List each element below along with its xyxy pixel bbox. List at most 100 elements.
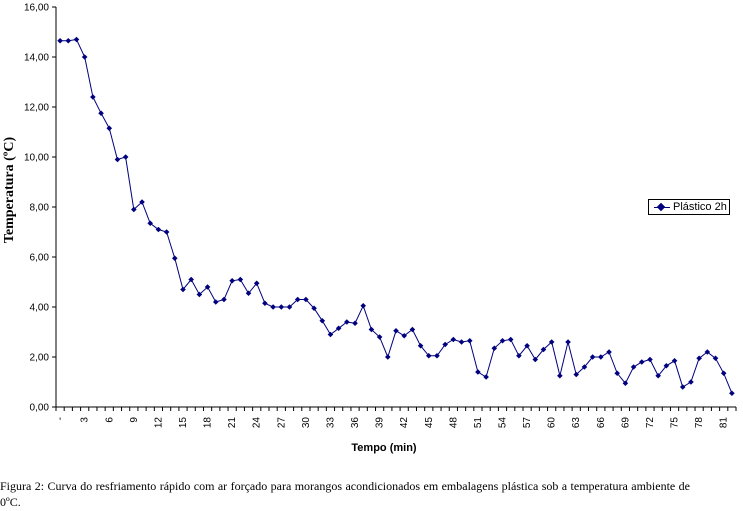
data-point — [122, 154, 129, 160]
y-tick-label: 16,00 — [24, 3, 49, 14]
data-point — [507, 336, 514, 343]
data-point — [704, 349, 711, 355]
data-point — [376, 334, 383, 340]
data-point — [147, 220, 154, 227]
data-point — [589, 354, 596, 360]
figure-caption: Figura 2: Curva do resfriamento rápido c… — [0, 479, 690, 509]
data-point — [671, 357, 678, 364]
data-point — [638, 359, 645, 365]
data-point — [729, 390, 735, 397]
data-point — [90, 94, 96, 100]
y-tick-label: 10,00 — [24, 153, 49, 164]
chart-axes — [55, 7, 736, 408]
data-point — [524, 342, 530, 349]
x-tick-label: 42 — [399, 417, 410, 429]
data-point — [679, 384, 686, 390]
data-point — [212, 299, 219, 305]
x-tick-label: 48 — [448, 417, 459, 429]
data-point — [253, 280, 260, 287]
data-point — [598, 354, 604, 360]
data-point — [73, 36, 80, 43]
x-tick-label: - — [55, 417, 66, 420]
data-point — [630, 364, 637, 370]
x-tick-label: 66 — [596, 417, 607, 429]
x-tick-label: 39 — [375, 417, 386, 429]
data-point — [155, 226, 162, 233]
data-point — [434, 352, 440, 359]
legend-label: Plástico 2h — [673, 201, 727, 213]
data-point — [491, 345, 498, 352]
data-point — [114, 156, 121, 163]
y-tick-label: 2,00 — [30, 353, 50, 364]
data-point — [229, 277, 235, 284]
data-point — [294, 296, 301, 303]
y-axis-label: Temperatura (ºC) — [2, 136, 17, 243]
data-point — [303, 296, 309, 303]
x-tick-label: 81 — [719, 417, 730, 429]
data-point — [311, 305, 317, 312]
data-point — [442, 341, 448, 348]
data-point — [327, 331, 334, 338]
data-point — [270, 304, 276, 310]
x-axis-ticks: -3 6 9 12 15 18 21 24 27 30 33 36 39 42 45 48 51 54 57 60 63… — [55, 407, 737, 429]
data-point — [131, 206, 137, 213]
x-tick-label: 78 — [694, 417, 705, 429]
data-point — [352, 320, 358, 327]
data-point — [237, 276, 244, 283]
y-axis-ticks: 0,00 2,00 4,00 6,00 8,00 10,00 12,00 14,00 16,00 — [24, 3, 56, 414]
y-tick-label: 8,00 — [30, 203, 50, 214]
x-tick-label: 33 — [325, 417, 336, 429]
x-tick-label: 45 — [424, 417, 435, 429]
x-tick-label: 3 — [80, 417, 91, 423]
data-point — [606, 349, 612, 355]
x-tick-label: 18 — [203, 417, 214, 429]
y-tick-label: 14,00 — [24, 53, 49, 64]
data-point — [720, 370, 727, 377]
x-tick-label: 36 — [350, 417, 361, 429]
data-point — [540, 346, 547, 353]
x-tick-label: 9 — [129, 417, 140, 423]
y-tick-label: 4,00 — [30, 303, 50, 314]
data-point — [417, 342, 424, 349]
data-point — [196, 291, 203, 298]
data-point — [65, 37, 72, 44]
data-point — [425, 352, 432, 359]
data-point — [245, 290, 252, 297]
data-point — [450, 336, 457, 343]
x-tick-label: 54 — [498, 417, 509, 429]
data-point — [565, 339, 571, 345]
x-tick-label: 27 — [276, 417, 287, 429]
data-point — [696, 355, 702, 362]
y-tick-label: 0,00 — [30, 403, 50, 414]
data-point — [57, 37, 63, 44]
temperature-chart: 0,00 2,00 4,00 6,00 8,00 10,00 12,00 14,00 16,00… — [2, 3, 737, 454]
x-tick-label: 51 — [473, 417, 484, 429]
legend-diamond-marker — [656, 202, 666, 212]
data-point — [180, 286, 186, 293]
data-point — [663, 362, 670, 369]
data-point — [221, 296, 227, 303]
data-point — [647, 356, 653, 363]
data-point — [262, 300, 268, 307]
data-point — [360, 302, 367, 309]
data-point — [655, 372, 661, 379]
x-tick-label: 24 — [252, 417, 263, 429]
data-point — [368, 326, 375, 333]
data-point — [712, 355, 719, 362]
x-tick-label: 60 — [547, 417, 558, 429]
chart-legend: Plástico 2h — [648, 199, 730, 215]
data-point — [483, 374, 489, 380]
data-point — [401, 332, 407, 339]
x-tick-label: 69 — [620, 417, 631, 429]
y-tick-label: 12,00 — [24, 103, 49, 114]
data-point — [573, 371, 580, 378]
data-point — [106, 125, 113, 132]
data-point — [475, 369, 481, 375]
x-tick-label: 30 — [301, 417, 312, 429]
data-point — [204, 284, 211, 290]
x-tick-label: 57 — [522, 417, 533, 429]
data-point — [98, 110, 104, 117]
x-tick-label: 75 — [670, 417, 681, 429]
data-point — [688, 379, 694, 385]
x-axis-label: Tempo (min) — [351, 442, 417, 454]
